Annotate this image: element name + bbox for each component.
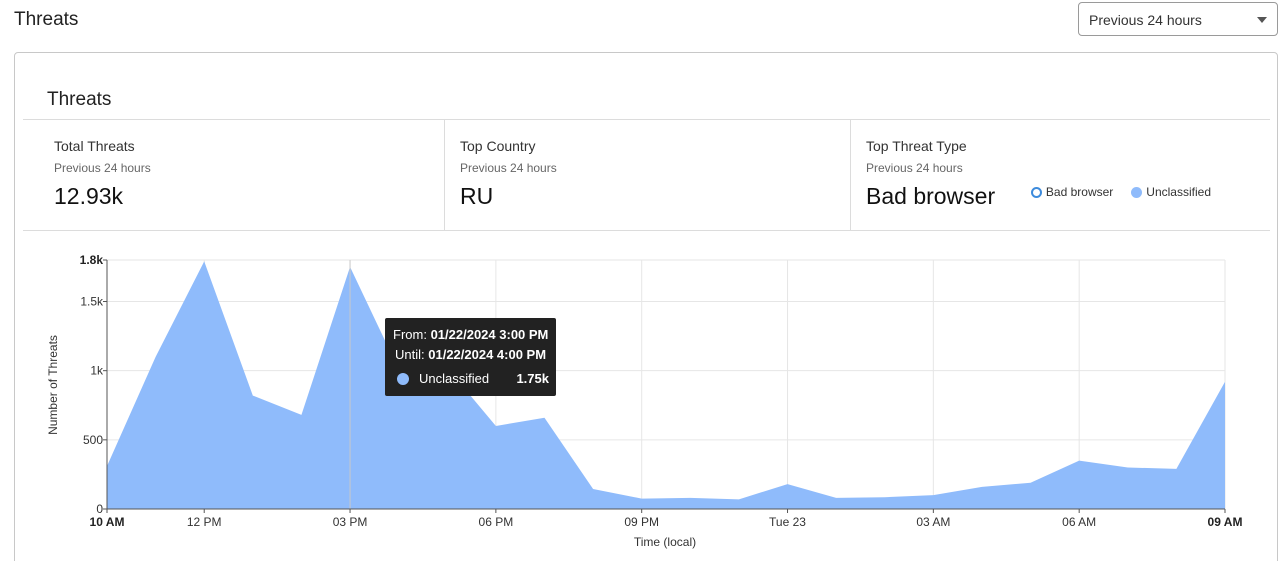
time-range-select[interactable]: Previous 24 hours (1078, 2, 1278, 36)
stat-value: 12.93k (54, 183, 124, 209)
series-dot-icon (397, 372, 409, 385)
stats-row: Total Threats Previous 24 hours 12.93k T… (23, 119, 1270, 231)
tooltip-from-value: 01/22/2024 3:00 PM (430, 327, 549, 342)
x-tick-label: 09 PM (624, 515, 659, 529)
tooltip-from-label: From: (393, 327, 427, 342)
stat-top-country: Top Country Previous 24 hours RU (444, 120, 850, 230)
series-area-unclassified (107, 261, 1225, 509)
stat-sub: Previous 24 hours (54, 161, 151, 175)
x-tick-label: 03 PM (333, 515, 368, 529)
stat-value: Bad browser (866, 183, 996, 209)
chevron-down-icon[interactable] (1257, 17, 1267, 23)
x-tick-label: 09 AM (1208, 515, 1243, 529)
x-tick-label: 12 PM (187, 515, 222, 529)
legend-label: Unclassified (1146, 185, 1211, 199)
legend-marker-solid-icon (1131, 186, 1143, 198)
stat-sub: Previous 24 hours (866, 161, 963, 175)
y-tick-label: 1k (90, 364, 104, 378)
time-range-value: Previous 24 hours (1089, 12, 1202, 28)
chart-tooltip: From: 01/22/2024 3:00 PM Until: 01/22/20… (385, 318, 556, 396)
legend-item-unclassified[interactable]: Unclassified (1131, 185, 1211, 199)
tooltip-series-value: 1.75k (516, 371, 549, 386)
y-tick-label: 500 (83, 433, 103, 447)
card-title: Threats (47, 89, 112, 110)
stat-label: Top Country (460, 138, 536, 154)
y-tick-label: 0 (96, 502, 103, 516)
stat-total-threats: Total Threats Previous 24 hours 12.93k (23, 120, 444, 230)
tooltip-series-name: Unclassified (419, 371, 490, 386)
legend-label: Bad browser (1045, 185, 1114, 199)
x-tick-label: 06 AM (1062, 515, 1096, 529)
tooltip-until-value: 01/22/2024 4:00 PM (428, 347, 547, 362)
x-tick-label: 10 AM (90, 515, 125, 529)
stat-label: Top Threat Type (866, 138, 967, 154)
y-tick-label: 1.5k (80, 295, 104, 309)
x-tick-label: 03 AM (916, 515, 950, 529)
stat-sub: Previous 24 hours (460, 161, 557, 175)
stat-label: Total Threats (54, 138, 135, 154)
x-tick-label: 06 PM (479, 515, 514, 529)
tooltip-until-label: Until: (395, 347, 425, 362)
y-tick-label: 1.8k (80, 253, 104, 267)
stat-top-threat-type: Top Threat Type Previous 24 hours Bad br… (850, 120, 1270, 230)
x-tick-label: Tue 23 (769, 515, 806, 529)
tooltip-from: From: 01/22/2024 3:00 PM (393, 327, 548, 342)
x-axis-title: Time (local) (634, 535, 696, 549)
page-title: Threats (14, 9, 79, 30)
stat-value: RU (460, 183, 494, 209)
chart-legend: Bad browser Unclassified (1030, 185, 1211, 199)
y-axis-title: Number of Threats (46, 335, 60, 435)
legend-marker-hollow-icon (1030, 186, 1042, 198)
legend-item-bad-browser[interactable]: Bad browser (1030, 185, 1114, 199)
tooltip-until: Until: 01/22/2024 4:00 PM (395, 347, 546, 362)
tooltip-series-row: Unclassified 1.75k (397, 371, 549, 386)
